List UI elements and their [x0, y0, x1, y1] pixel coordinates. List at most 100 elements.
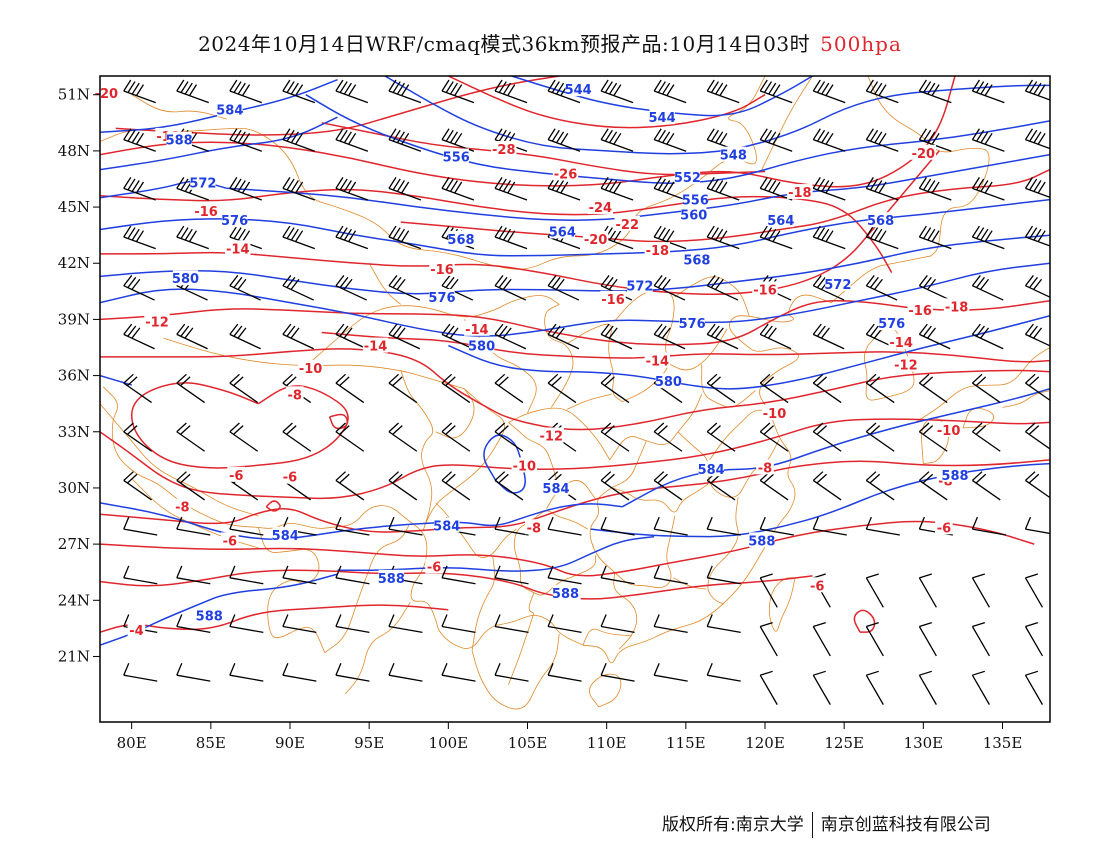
- temperature-label: -18: [788, 186, 812, 201]
- wind-barb-flag: [135, 181, 144, 194]
- wind-barb-staff: [229, 187, 263, 201]
- wind-barb-flag: [874, 228, 883, 241]
- height-label-bg: [196, 607, 222, 623]
- height-contour: [100, 502, 623, 541]
- wind-barb-flag: [710, 325, 720, 337]
- wind-barb: [335, 614, 370, 634]
- height-contour: [511, 76, 813, 117]
- wind-barb: [229, 614, 264, 634]
- wind-barb-flag: [662, 228, 671, 241]
- wind-barb-flag: [560, 132, 569, 145]
- wind-barb-flag: [176, 662, 183, 676]
- wind-barb-flag: [547, 323, 557, 335]
- height-label-bg: [682, 191, 709, 207]
- wind-barb: [918, 323, 951, 350]
- y-axis: 21N 24N 27N 30N 33N 36N 39N 42N 45N 48N 51N: [58, 86, 100, 665]
- wind-barb: [971, 79, 1005, 104]
- border-line: [582, 628, 633, 646]
- wind-barb-flag: [816, 325, 826, 337]
- wind-barb-staff: [441, 431, 471, 452]
- border-line: [701, 364, 756, 408]
- wind-barb-flag: [233, 425, 244, 435]
- wind-barb-flag: [180, 325, 190, 337]
- wind-barb-flag: [971, 373, 983, 384]
- wind-barb-flag: [706, 79, 715, 92]
- height-label-bg: [768, 212, 794, 228]
- wind-barb: [176, 422, 206, 452]
- wind-barb: [706, 662, 741, 682]
- wind-barb-flag: [1025, 573, 1039, 579]
- wind-barb: [706, 323, 739, 350]
- temperature-label-bg: [285, 386, 304, 402]
- wind-barb-flag: [1033, 131, 1042, 144]
- wind-barb-flag: [1033, 327, 1043, 339]
- wind-barb-flag: [131, 82, 140, 95]
- wind-barb-flag: [975, 473, 987, 484]
- wind-barb: [971, 670, 990, 705]
- wind-barb-flag: [919, 573, 932, 579]
- wind-barb-staff: [972, 382, 1001, 404]
- wind-barb-flag: [653, 471, 665, 481]
- wind-barb: [441, 275, 474, 301]
- wind-barb-flag: [1028, 425, 1040, 435]
- wind-barb-flag: [763, 425, 774, 435]
- height-label-bg: [684, 251, 710, 267]
- wind-barb-staff: [918, 626, 937, 657]
- wind-barb-staff: [919, 479, 948, 501]
- temperature-label: -10: [763, 407, 787, 422]
- wind-barb-staff: [494, 333, 527, 350]
- height-label: 556: [443, 151, 470, 166]
- wind-barb-flag: [441, 275, 451, 287]
- height-label: 552: [674, 171, 701, 186]
- wind-barb-flag: [498, 178, 507, 191]
- wind-barb-flag: [653, 225, 662, 238]
- wind-barb: [388, 422, 418, 452]
- height-label-bg: [679, 315, 705, 331]
- wind-barb-staff: [176, 431, 206, 452]
- wind-barb-flag: [613, 84, 622, 96]
- wind-barb-staff: [229, 285, 261, 301]
- wind-barb-flag: [927, 278, 936, 290]
- border-line: [677, 431, 780, 498]
- footer-copyright: 版权所有:南京大学: [662, 815, 804, 835]
- height-contour: [100, 573, 338, 646]
- wind-barb-staff: [813, 528, 847, 536]
- wind-barb-flag: [600, 275, 610, 287]
- wind-barb: [971, 622, 990, 657]
- wind-barb-flag: [706, 128, 715, 141]
- border-line: [508, 407, 611, 461]
- wind-barb-flag: [335, 516, 342, 530]
- wind-barb-flag: [825, 181, 834, 194]
- wind-barb-staff: [176, 625, 211, 634]
- wind-barb: [335, 471, 365, 501]
- wind-barb: [706, 516, 741, 536]
- wind-barb-flag: [126, 425, 138, 435]
- wind-barb-flag: [820, 327, 830, 339]
- wind-barb-flag: [866, 670, 879, 676]
- wind-barb-staff: [388, 431, 418, 452]
- temperature-isotherm: [100, 76, 956, 188]
- wind-barb-flag: [1037, 132, 1046, 145]
- wind-barb: [229, 177, 263, 201]
- wind-barb-flag: [123, 79, 132, 92]
- wind-barb-flag: [980, 228, 989, 241]
- wind-barb: [282, 79, 316, 104]
- wind-barb-staff: [229, 139, 263, 152]
- wind-barb: [388, 516, 423, 536]
- temperature-label-bg: [281, 468, 299, 484]
- wind-barb-flag: [812, 373, 824, 384]
- wind-barb: [918, 670, 937, 705]
- border-line: [528, 592, 535, 614]
- wind-barb-staff: [601, 528, 635, 536]
- wind-barb: [123, 323, 155, 350]
- wind-barb: [812, 670, 831, 705]
- wind-barb: [865, 516, 900, 536]
- wind-barb: [971, 471, 1001, 501]
- wind-barb-flag: [666, 132, 675, 145]
- wind-barb-flag: [922, 473, 934, 484]
- wind-barb-flag: [706, 373, 718, 384]
- y-tick-label: 27N: [58, 535, 90, 553]
- wind-barb-staff: [601, 577, 635, 585]
- y-tick-label: 51N: [58, 86, 90, 104]
- wind-barb: [706, 614, 741, 634]
